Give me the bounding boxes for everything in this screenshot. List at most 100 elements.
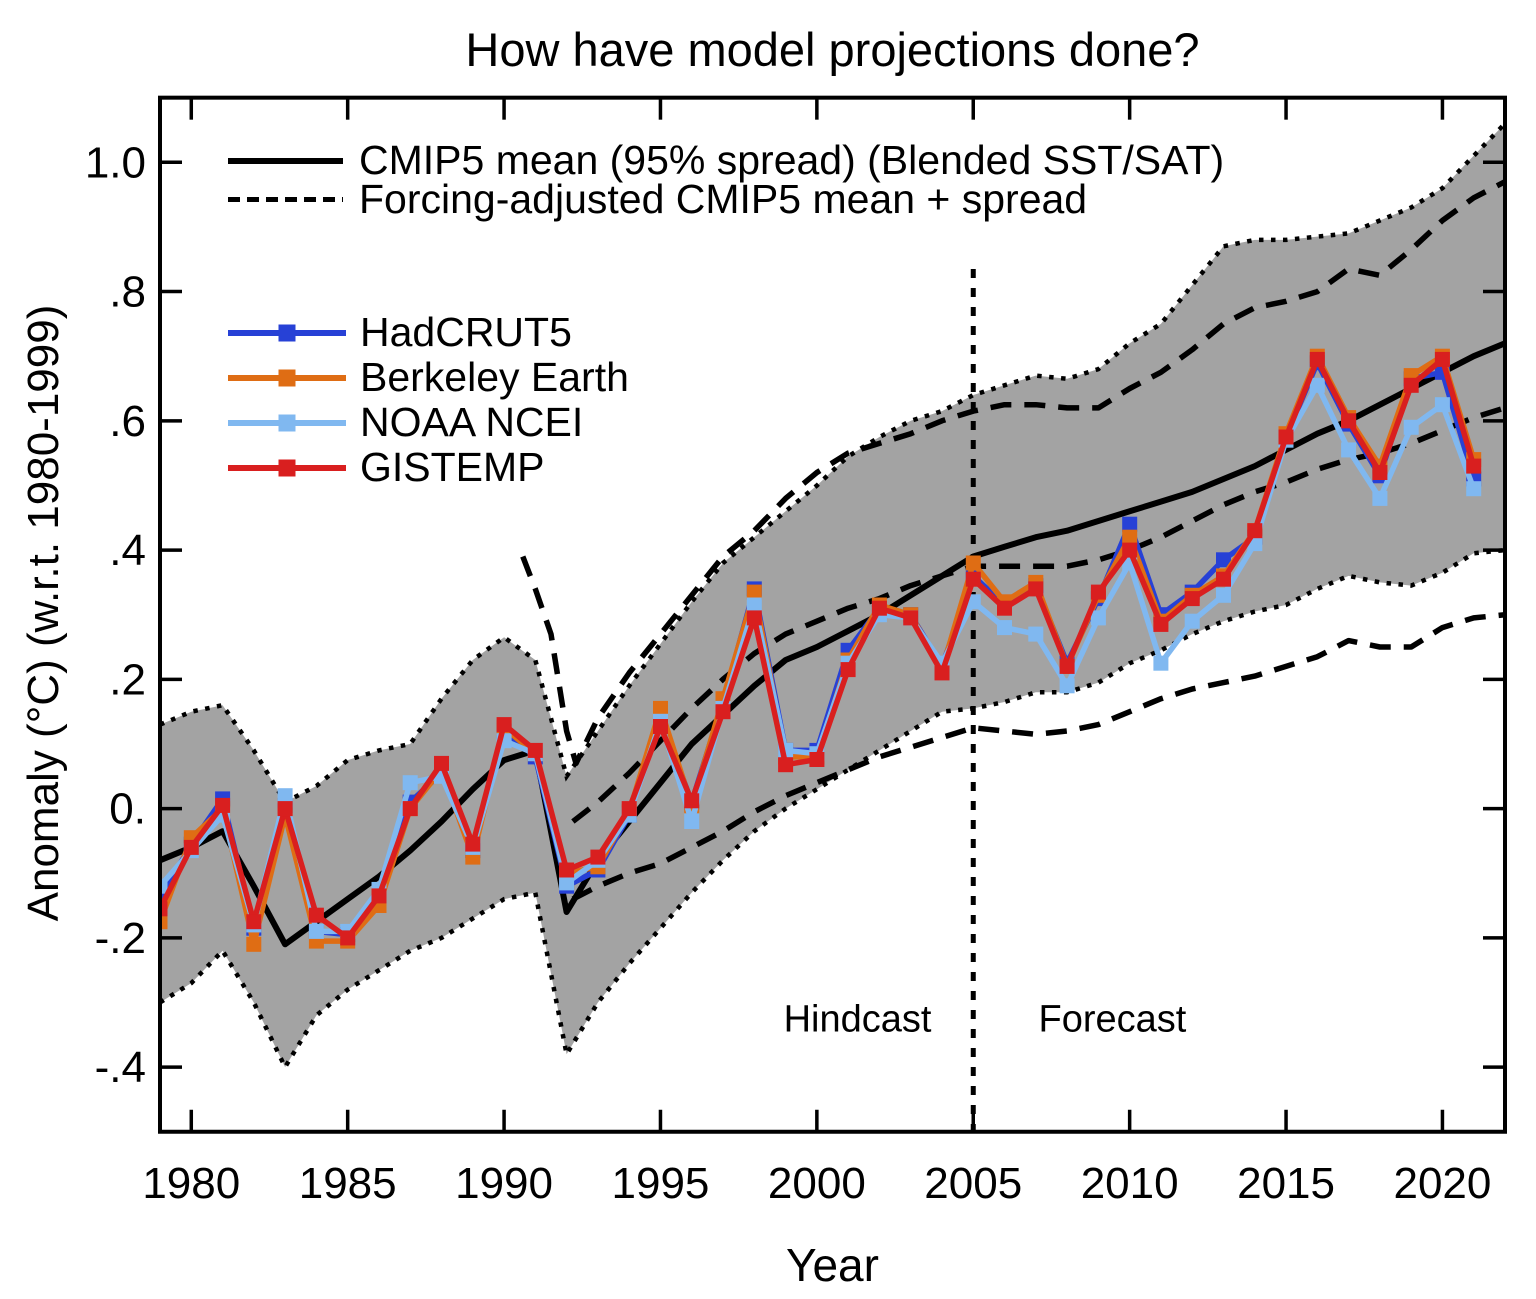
data-point-marker <box>1216 552 1231 568</box>
data-point-marker <box>1466 481 1482 497</box>
legend-row-berkeley-earth: Berkeley Earth <box>228 354 629 400</box>
data-point-marker <box>965 571 981 587</box>
data-point-marker <box>215 797 231 813</box>
x-tick-label: 2010 <box>1081 1159 1179 1208</box>
x-tick-label: 1990 <box>455 1159 553 1208</box>
data-point-marker <box>308 907 324 923</box>
data-point-marker <box>1059 658 1075 674</box>
data-point-marker <box>746 584 762 600</box>
data-point-marker <box>715 704 731 720</box>
data-point-marker <box>1122 542 1138 558</box>
forcing-adjusted-upper-line <box>520 179 1505 767</box>
y-tick-label: -.4 <box>95 1043 146 1092</box>
data-point-marker <box>903 610 919 626</box>
series-line-sample <box>228 324 346 341</box>
dashed-line-sample <box>228 197 343 202</box>
legend-row-hadcrut5: HadCRUT5 <box>228 309 629 355</box>
series-marker-sample <box>278 324 296 341</box>
data-point-marker <box>527 742 543 758</box>
legend-row-noaa-ncei: NOAA NCEI <box>228 399 629 445</box>
data-point-marker <box>402 775 418 791</box>
series-marker-sample <box>278 369 296 386</box>
data-point-marker <box>160 901 168 917</box>
plot-frame <box>158 95 1507 1134</box>
legend-row-forcing-adjusted: Forcing-adjusted CMIP5 mean + spread <box>228 176 1224 222</box>
y-tick-label: .6 <box>109 397 146 446</box>
series-line-sample <box>228 459 346 476</box>
legend-label: Berkeley Earth <box>360 354 629 400</box>
data-point-marker <box>1059 678 1075 694</box>
data-point-marker <box>160 878 168 894</box>
series-gistemp <box>160 351 1482 946</box>
data-point-marker <box>1309 351 1325 367</box>
data-point-marker <box>559 875 575 891</box>
data-point-marker <box>1372 490 1388 506</box>
data-point-marker <box>653 700 668 716</box>
data-point-marker <box>1153 616 1169 632</box>
legend-label: Forcing-adjusted CMIP5 mean + spread <box>359 176 1088 222</box>
data-point-marker <box>934 665 950 681</box>
series-marker-sample <box>278 414 296 431</box>
data-point-marker <box>997 600 1012 616</box>
data-point-marker <box>840 662 856 678</box>
data-point-marker <box>1278 429 1294 445</box>
x-tick-label: 2000 <box>768 1159 866 1208</box>
data-point-marker <box>371 888 387 904</box>
data-point-marker <box>1434 397 1450 413</box>
legend-label: HadCRUT5 <box>360 309 572 355</box>
data-point-marker <box>434 755 449 771</box>
data-point-marker <box>997 620 1012 636</box>
data-point-marker <box>1309 377 1325 393</box>
data-point-marker <box>1184 591 1200 607</box>
data-point-marker <box>246 914 262 930</box>
data-point-marker <box>559 862 575 878</box>
y-tick-label: 0. <box>109 785 146 834</box>
data-point-marker <box>1184 613 1200 629</box>
data-point-marker <box>1216 571 1231 587</box>
data-point-marker <box>1028 626 1044 642</box>
data-point-marker <box>160 914 168 930</box>
y-tick-label: .4 <box>109 526 146 575</box>
series-marker-sample <box>278 459 296 476</box>
y-tick-labels: 1.0 .8 .6 .4 .2 0. -.2 -.4 <box>85 138 146 1092</box>
data-point-marker <box>1403 377 1419 393</box>
y-tick-label: -.2 <box>95 914 146 963</box>
data-point-marker <box>1216 587 1231 603</box>
hindcast-label: Hindcast <box>784 999 932 1041</box>
data-point-marker <box>1434 351 1450 367</box>
data-point-marker <box>1028 581 1044 597</box>
data-point-marker <box>1122 516 1138 532</box>
data-point-marker <box>496 717 512 733</box>
data-point-marker <box>308 923 324 939</box>
x-tick-label: 1995 <box>612 1159 710 1208</box>
x-tick-label: 2020 <box>1393 1159 1491 1208</box>
data-point-marker <box>465 836 481 852</box>
legend-row-gistemp: GISTEMP <box>228 444 629 490</box>
x-tick-label: 1985 <box>299 1159 397 1208</box>
y-axis-label: Anomaly (°C) (w.r.t. 1980-1999) <box>19 304 68 922</box>
x-tick-label: 2015 <box>1237 1159 1335 1208</box>
data-point-marker <box>1247 523 1263 539</box>
data-point-marker <box>746 610 762 626</box>
x-tick-label: 1980 <box>142 1159 240 1208</box>
series-line-sample <box>228 369 346 386</box>
data-point-marker <box>1122 529 1138 545</box>
data-point-marker <box>1372 465 1388 480</box>
legend-label: GISTEMP <box>360 444 545 490</box>
legend-label: NOAA NCEI <box>360 399 584 445</box>
y-tick-label: .2 <box>109 655 146 704</box>
x-axis-label: Year <box>786 1239 879 1291</box>
data-point-marker <box>277 788 293 804</box>
y-tick-label: 1.0 <box>85 138 146 187</box>
x-tick-labels: 1980 1985 1990 1995 2000 2005 2010 2015 2020 <box>142 1159 1491 1208</box>
data-point-marker <box>809 752 825 767</box>
series-line-sample <box>228 414 346 431</box>
data-point-marker <box>684 814 700 829</box>
data-point-marker <box>277 801 293 817</box>
data-point-marker <box>1341 442 1357 458</box>
data-point-marker <box>183 839 199 855</box>
model-legend: CMIP5 mean (95% spread) (Blended SST/SAT… <box>228 137 1224 222</box>
y-tick-label: .8 <box>109 268 146 317</box>
